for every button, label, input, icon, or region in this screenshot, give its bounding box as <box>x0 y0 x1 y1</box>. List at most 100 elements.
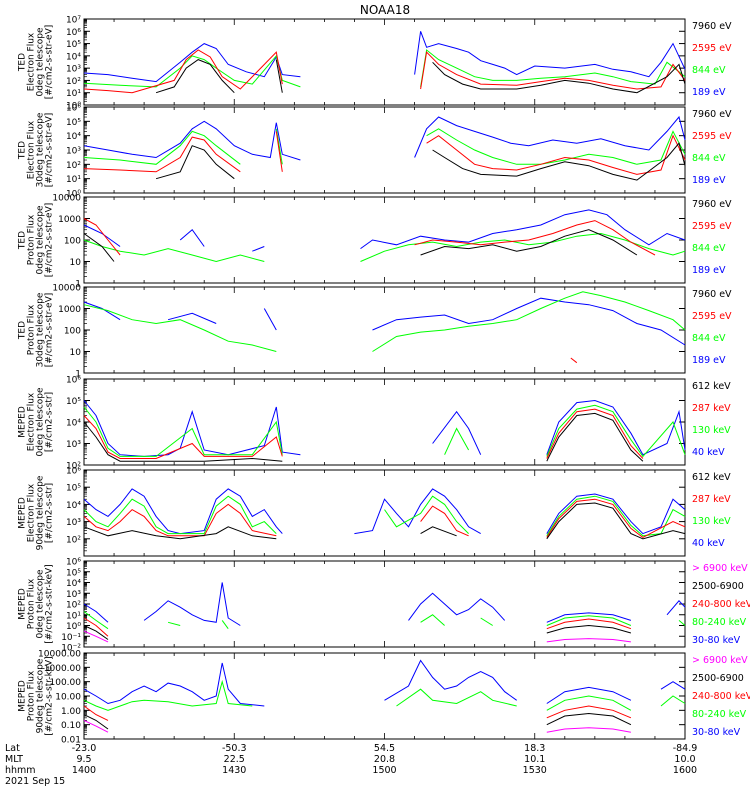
legend-entry: 80-240 keV <box>692 709 747 720</box>
y-axis-title-line: [#/cm2-s-str-keV] <box>45 564 55 643</box>
series-line <box>263 308 277 331</box>
series-line <box>546 615 632 626</box>
series-line <box>384 495 469 534</box>
series-line <box>546 408 644 459</box>
y-tick-label: 0.01 <box>61 736 81 746</box>
y-tick-label: 10⁶ <box>66 467 81 477</box>
series-844-ev <box>83 291 686 352</box>
series-line <box>546 612 632 623</box>
series-line <box>432 61 686 94</box>
y-tick-label: 10000.00 <box>38 650 81 660</box>
y-tick-label: 1000 <box>58 305 81 315</box>
y-axis-title-line: Proton Flux <box>27 304 37 355</box>
y-axis-title: TEDElectron Flux0deg telescope[#/cm2-s-s… <box>18 25 55 100</box>
series-line <box>420 505 469 537</box>
x-tick-label: 10.0 <box>674 754 695 765</box>
y-tick-label: 10³ <box>66 590 81 600</box>
series-line <box>83 130 241 165</box>
y-axis-title-line: 0deg telescope <box>36 569 46 639</box>
series-130-kev <box>83 404 686 458</box>
y-tick-label: 10² <box>66 77 81 87</box>
x-tick-label: 1600 <box>673 765 697 776</box>
series-line <box>678 620 686 626</box>
series-line <box>83 120 301 161</box>
series-line <box>83 630 109 643</box>
series-line <box>83 224 121 247</box>
series-line <box>83 526 277 540</box>
x-row-label: hhmm <box>5 765 36 776</box>
x-tick-label: 1500 <box>372 765 396 776</box>
series-line <box>660 695 686 707</box>
series-line <box>360 209 686 250</box>
series-287-kev <box>83 408 644 459</box>
x-row-label: MLT <box>5 754 23 765</box>
y-axis-title: MEPEDProton Flux0deg telescope[#/cm2-s-s… <box>18 564 55 643</box>
y-tick-label: 10⁶ <box>66 376 81 386</box>
y-tick-label: 10¹ <box>66 611 81 621</box>
legend-entry: 130 keV <box>692 425 731 436</box>
legend-entry: 844 eV <box>692 333 726 344</box>
legend-entry: 130 keV <box>692 516 731 527</box>
x-tick-label: 54.5 <box>374 743 395 754</box>
series-line <box>546 495 686 537</box>
y-axis-title-line: MEPED <box>18 406 28 438</box>
y-axis-title-line: [#/cm2-s-str-eV] <box>45 113 55 188</box>
y-tick-label: 10000 <box>52 284 81 294</box>
y-tick-label: 10⁶ <box>66 558 81 568</box>
series-2595-ev <box>83 49 686 94</box>
series-line <box>83 617 109 637</box>
y-axis-title-line: 0deg telescope <box>36 27 46 97</box>
panel-frame <box>83 286 686 374</box>
series-line <box>420 51 686 90</box>
legend-entry: 2500-6900 <box>692 673 744 684</box>
legend-entry: 844 eV <box>692 153 726 164</box>
y-axis-title-line: Proton Flux <box>27 214 37 265</box>
series-line <box>420 614 445 626</box>
x-tick-label: 1400 <box>72 765 96 776</box>
series-612-kev <box>83 502 686 540</box>
y-tick-label: 10⁶ <box>66 104 81 114</box>
legend-entry: 7960 eV <box>692 21 732 32</box>
series-line <box>426 134 686 175</box>
y-tick-label: 10⁰ <box>66 622 81 632</box>
y-tick-label: 10² <box>66 535 81 545</box>
panel-2: 10⁰ 10¹ 10² 10³ 10⁴ 10⁵ 10⁶ TEDElectron Flux30d… <box>18 104 733 200</box>
x-tick-label: 1530 <box>523 765 547 776</box>
x-tick-label: 18.3 <box>524 743 545 754</box>
panel-frame <box>83 652 686 740</box>
series-line <box>83 233 115 262</box>
series-189-ev <box>83 209 686 252</box>
x-tick-label: 9.5 <box>76 754 91 765</box>
y-tick-label: 1.00 <box>61 707 81 717</box>
series-line <box>426 128 686 165</box>
series-line <box>155 59 235 94</box>
series-line <box>83 705 109 721</box>
y-tick-label: 10⁰ <box>66 102 81 112</box>
legend-entry: > 6900 keV <box>692 563 748 574</box>
series-line <box>444 427 470 455</box>
legend-entry: 2595 eV <box>692 43 732 54</box>
y-tick-label: 10⁴ <box>66 419 81 429</box>
series-189-ev <box>83 115 686 161</box>
series-line <box>167 312 217 324</box>
y-tick-label: 10³ <box>66 65 81 75</box>
series-line <box>666 600 686 616</box>
y-tick-label: 10³ <box>66 440 81 450</box>
y-axis-title-line: TED <box>18 231 28 250</box>
series-line <box>480 617 493 626</box>
legend-entry: 844 eV <box>692 243 726 254</box>
y-axis-title-line: 0deg telescope <box>36 205 46 275</box>
y-tick-label: 10 <box>70 258 82 268</box>
series-line <box>83 603 109 623</box>
legend-entry: 844 eV <box>692 65 726 76</box>
y-axis-title: MEPEDElectron Flux90deg telescope[#/cm2-… <box>18 475 55 550</box>
y-tick-label: 10⁶ <box>66 28 81 38</box>
series-line <box>83 49 283 94</box>
y-tick-label: 10⁵ <box>66 484 81 494</box>
y-tick-label: 1 <box>75 370 81 380</box>
series-line <box>83 611 109 630</box>
series-7960-ev <box>155 142 686 181</box>
